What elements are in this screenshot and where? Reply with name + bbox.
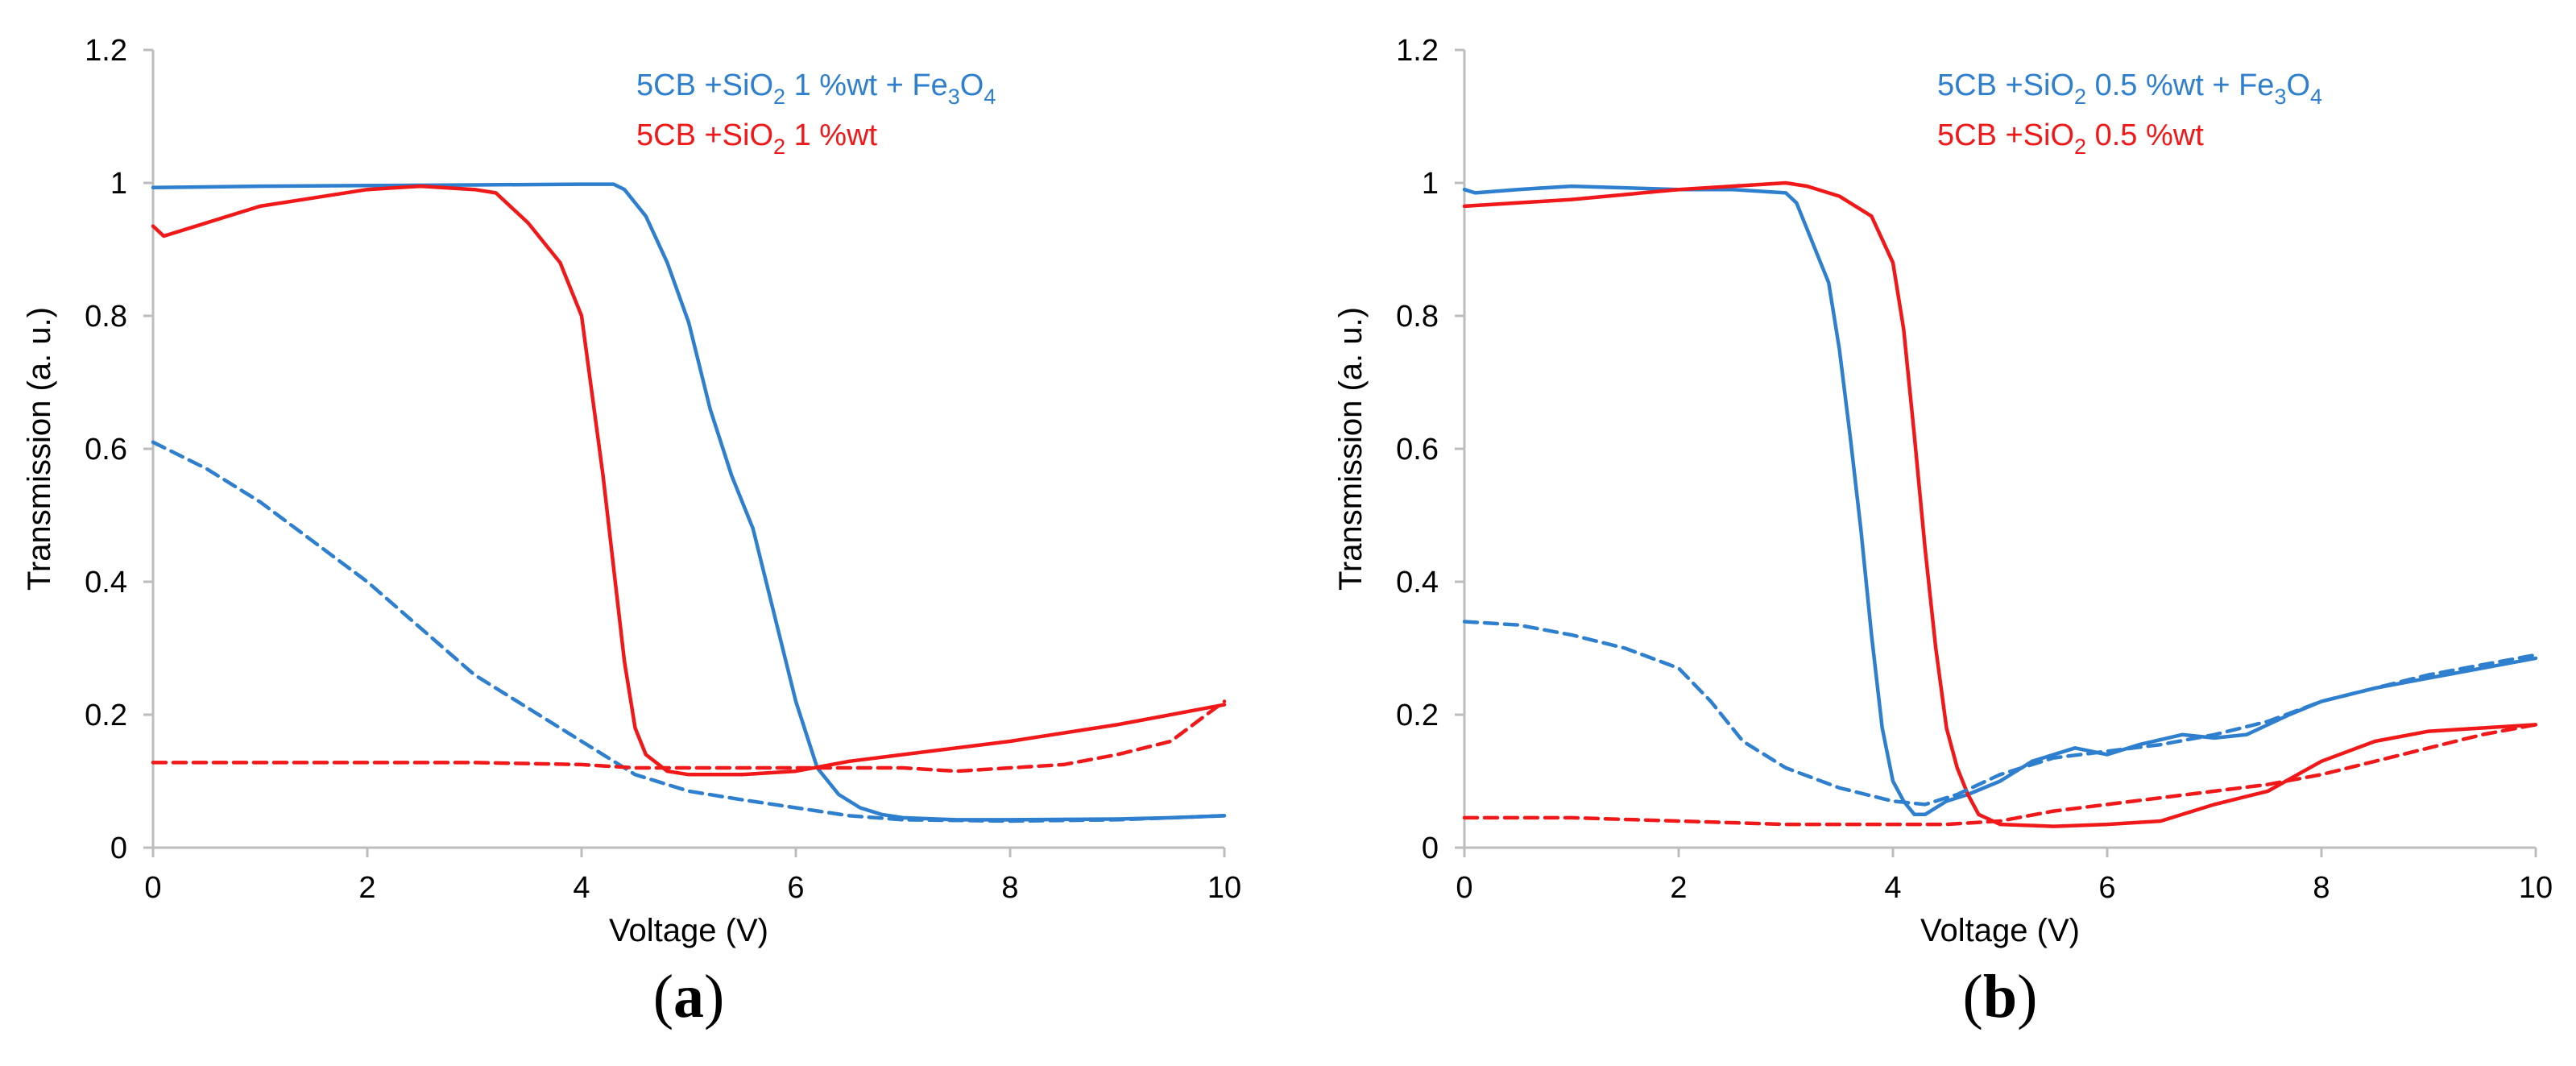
y-tick-label: 0 [1422,832,1439,865]
y-tick-label: 1 [1422,167,1439,201]
legend-text-part: 1 %wt + Fe [785,68,948,102]
series-line-4-red-dashed [1462,723,2538,827]
panel-label-close: ) [704,963,724,1031]
legend-entry-red: 5CB +SiO2 0.5 %wt [1937,118,2204,159]
x-tick-label: 6 [787,871,804,905]
panel-label-open: ( [653,963,673,1031]
legend-text-part: 4 [2310,85,2322,109]
y-tick-label: 0.4 [1396,566,1439,599]
panel-label-letter: b [1983,963,2017,1031]
x-tick-label: 8 [2313,871,2330,905]
y-axis-label: Transmission (a. u.) [22,307,57,591]
legend-text-part: 5CB +SiO [1937,68,2074,102]
legend-text-part: 5CB +SiO [1937,118,2074,152]
y-tick-label: 0.8 [1396,300,1439,334]
series-line-2-red-solid [1462,180,2538,828]
y-tick-label: 0 [110,832,127,865]
legend-text-part: 0.5 %wt [2086,118,2204,152]
panel-label-letter: a [673,963,704,1031]
legend-text-part: 3 [948,85,960,109]
x-tick-label: 4 [573,871,590,905]
x-axis-label: Voltage (V) [1920,913,2080,948]
legend-text-part: 3 [2274,85,2286,109]
legend-text-part: 0.5 %wt + Fe [2086,68,2274,102]
legend-text-part: 2 [773,135,785,159]
y-tick-label: 0.2 [85,699,127,732]
x-tick-label: 10 [1207,871,1241,905]
x-tick-label: 0 [1456,871,1472,905]
y-tick-label: 0.6 [1396,433,1439,467]
x-tick-label: 2 [1670,871,1687,905]
y-tick-label: 0.8 [85,300,127,334]
x-tick-label: 0 [144,871,161,905]
panel-label: (a) [653,963,725,1031]
series-line-1-blue-solid [1462,184,2538,817]
legend-text-part: 2 [773,85,785,109]
x-tick-label: 10 [2519,871,2553,905]
panel-label-close: ) [2017,963,2037,1031]
y-tick-label: 0.4 [85,566,127,599]
x-tick-label: 6 [2098,871,2115,905]
legend-entry-blue: 5CB +SiO2 1 %wt + Fe3O4 [636,68,996,109]
x-axis-label: Voltage (V) [609,913,768,948]
x-tick-label: 4 [1884,871,1901,905]
legend-text-part: O [960,68,984,102]
legend-text-part: 2 [2074,135,2086,159]
chart-panel-b: 0 0.2 0.4 0.6 0.8 1 1.2 0 2 4 6 8 10 Voltage (V) Trans… [1333,34,2553,1031]
series-line-3-blue-dashed [1462,620,2538,807]
y-axis-label: Transmission (a. u.) [1333,307,1369,591]
x-tick-label: 8 [1001,871,1018,905]
legend-text-part: 5CB +SiO [636,68,773,102]
panel-label: (b) [1963,963,2038,1031]
legend-entry-blue: 5CB +SiO2 0.5 %wt + Fe3O4 [1937,68,2322,109]
legend-text-part: 1 %wt [785,118,877,152]
series-line-2-red-solid [151,184,1227,777]
y-tick-label: 1 [110,167,127,201]
legend-text-part: 4 [984,85,996,109]
panel-label-open: ( [1963,963,1983,1031]
y-tick-label: 0.6 [85,433,127,467]
y-tick-label: 1.2 [1396,34,1439,68]
y-tick-label: 0.2 [1396,699,1439,732]
legend-text-part: 5CB +SiO [636,118,773,152]
legend-entry-red: 5CB +SiO2 1 %wt [636,118,878,159]
y-tick-label: 1.2 [85,34,127,68]
x-tick-label: 2 [358,871,375,905]
legend-text-part: O [2286,68,2310,102]
series-line-3-blue-dashed [151,440,1227,823]
legend-text-part: 2 [2074,85,2086,109]
series-line-1-blue-solid [151,182,1227,822]
chart-panel-a: 0 0.2 0.4 0.6 0.8 1 1.2 0 2 4 6 8 10 Voltage (V) Trans… [22,34,1241,1031]
series-line-4-red-dashed [151,699,1227,774]
